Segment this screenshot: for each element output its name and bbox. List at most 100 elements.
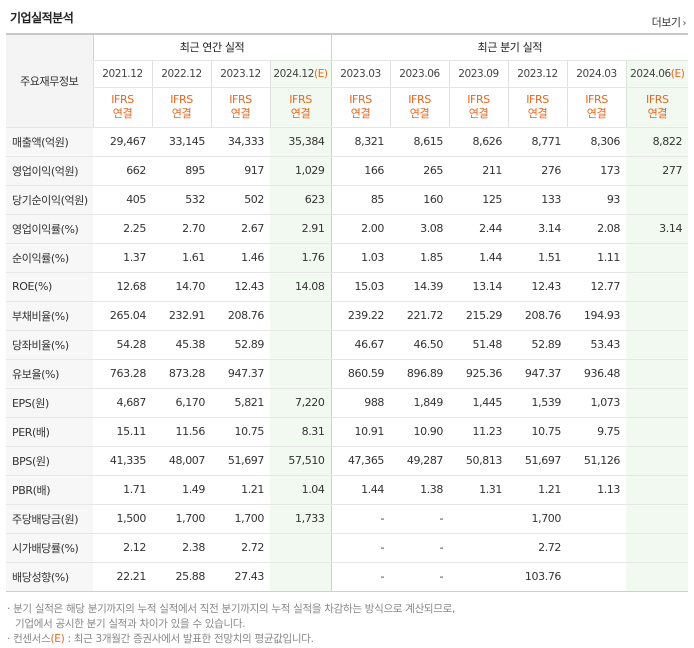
table-cell: 1.37 <box>93 243 152 273</box>
table-cell: 2.00 <box>330 213 391 244</box>
table-cell <box>626 446 689 476</box>
table-cell <box>626 243 689 273</box>
row-label: 부채비율(%) <box>6 300 93 331</box>
table-cell: 947.37 <box>508 359 568 389</box>
table-cell <box>626 503 689 534</box>
table-cell: 221.72 <box>390 300 450 331</box>
table-cell: 15.03 <box>330 272 391 302</box>
table-cell: 208.76 <box>508 300 568 331</box>
table-cell: - <box>390 533 450 563</box>
table-row: 주당배당금(원) 1,500 1,700 1,700 1,733- -1,700 <box>6 503 689 534</box>
standard-ifrs: IFRS <box>349 93 372 106</box>
period-label: 2024.06 <box>630 67 671 80</box>
table-cell: - <box>390 562 450 592</box>
table-row: 시가배당률(%) 2.12 2.38 2.72- -2.72 <box>6 533 689 563</box>
estimate-marker: (E) <box>670 67 685 80</box>
standard-ifrs: IFRS <box>170 93 193 106</box>
table-cell: 10.75 <box>211 417 270 447</box>
table-cell <box>270 533 332 563</box>
standard-ifrs: IFRS <box>526 93 549 106</box>
table-cell: 53.43 <box>567 330 627 360</box>
accounting-standard: IFRS 연결 <box>151 87 211 128</box>
row-label: 영업이익(억원) <box>6 156 93 186</box>
table-cell: 2.08 <box>567 213 627 244</box>
table-cell: 133 <box>508 185 568 215</box>
chevron-right-icon: › <box>682 18 687 29</box>
table-cell: 85 <box>330 185 391 215</box>
table-cell: 8.31 <box>270 417 332 447</box>
table-cell: 873.28 <box>152 359 211 389</box>
table-cell: 532 <box>152 185 211 215</box>
table-cell: 860.59 <box>330 359 391 389</box>
table-cell: 896.89 <box>390 359 450 389</box>
table-cell <box>626 359 689 389</box>
accounting-standard: IFRS 연결 <box>566 87 627 128</box>
table-cell: 46.67 <box>330 330 391 360</box>
row-label: 유보율(%) <box>6 359 93 389</box>
period-header-row: 2021.12 2022.12 2023.12 2024.12(E) 2023.03 20… <box>6 60 689 88</box>
accounting-standard: IFRS 연결 <box>92 87 152 128</box>
period-label: 2023.06 <box>399 67 440 80</box>
table-row: BPS(원) 41,335 48,007 51,697 57,510 47,365 49,2… <box>6 446 689 476</box>
table-cell: 239.22 <box>330 300 391 331</box>
table-cell <box>626 300 689 331</box>
table-cell: 13.14 <box>449 272 509 302</box>
table-cell: 1.38 <box>390 475 450 505</box>
standard-consolidated: 연결 <box>350 107 371 120</box>
table-cell: 29,467 <box>93 127 152 157</box>
footnote-2: 기업에서 공시한 분기 실적과 차이가 있을 수 있습니다. <box>15 618 246 630</box>
table-cell: 947.37 <box>211 359 270 389</box>
period-label: 2023.12 <box>220 67 261 80</box>
table-cell <box>626 330 689 360</box>
period-label: 2024.03 <box>576 67 617 80</box>
row-label: 당기순이익(억원) <box>6 185 93 215</box>
row-label: ROE(%) <box>6 272 93 302</box>
table-cell: 1,539 <box>508 387 568 418</box>
table-cell: 276 <box>508 156 568 186</box>
table-cell: 11.23 <box>449 417 509 447</box>
table-cell: 11.56 <box>152 417 211 447</box>
period-label: 2022.12 <box>161 67 202 80</box>
table-cell: 48,007 <box>152 446 211 476</box>
table-cell: 2.72 <box>211 533 270 563</box>
table-cell: 12.77 <box>567 272 627 302</box>
table-cell: 277 <box>626 156 689 186</box>
table-cell: 1.51 <box>508 243 568 273</box>
table-cell: 51,126 <box>567 446 627 476</box>
table-cell <box>626 562 689 592</box>
table-cell: 1.44 <box>330 475 391 505</box>
more-link-label: 더보기 <box>651 16 681 29</box>
table-cell: - <box>330 533 391 563</box>
table-cell: 14.70 <box>152 272 211 302</box>
standard-consolidated: 연결 <box>290 107 311 120</box>
table-cell: 3.14 <box>626 213 689 244</box>
table-cell: 3.14 <box>508 213 568 244</box>
table-cell: 160 <box>390 185 450 215</box>
more-link[interactable]: 더보기 › <box>651 14 687 30</box>
accounting-standard: IFRS 연결 <box>448 87 509 128</box>
table-cell: 763.28 <box>93 359 152 389</box>
table-body: 매출액(억원) 29,467 33,145 34,333 35,384 8,321 8,61… <box>6 127 689 592</box>
table-cell: 1.76 <box>270 243 332 273</box>
table-cell: 988 <box>330 387 391 418</box>
table-cell <box>449 533 509 563</box>
table-cell <box>567 562 627 592</box>
table-cell: 47,365 <box>330 446 391 476</box>
section-title: 기업실적분석 <box>10 11 74 25</box>
table-row: 부채비율(%) 265.04 232.91 208.76 239.22 221.72 215… <box>6 300 689 331</box>
accounting-standard: IFRS 연결 <box>389 87 450 128</box>
table-cell: 8,615 <box>390 127 450 157</box>
table-cell: 1,849 <box>390 387 450 418</box>
table-cell: 10.90 <box>390 417 450 447</box>
table-cell: 895 <box>152 156 211 186</box>
table-row: 매출액(억원) 29,467 33,145 34,333 35,384 8,321 8,61… <box>6 127 689 157</box>
standard-consolidated: 연결 <box>647 107 668 120</box>
table-cell: 14.39 <box>390 272 450 302</box>
table-cell <box>626 475 689 505</box>
table-cell: 41,335 <box>93 446 152 476</box>
table-cell <box>270 330 332 360</box>
table-cell <box>270 300 332 331</box>
table-cell: 25.88 <box>152 562 211 592</box>
table-cell: 12.68 <box>93 272 152 302</box>
table-cell: 1.71 <box>93 475 152 505</box>
